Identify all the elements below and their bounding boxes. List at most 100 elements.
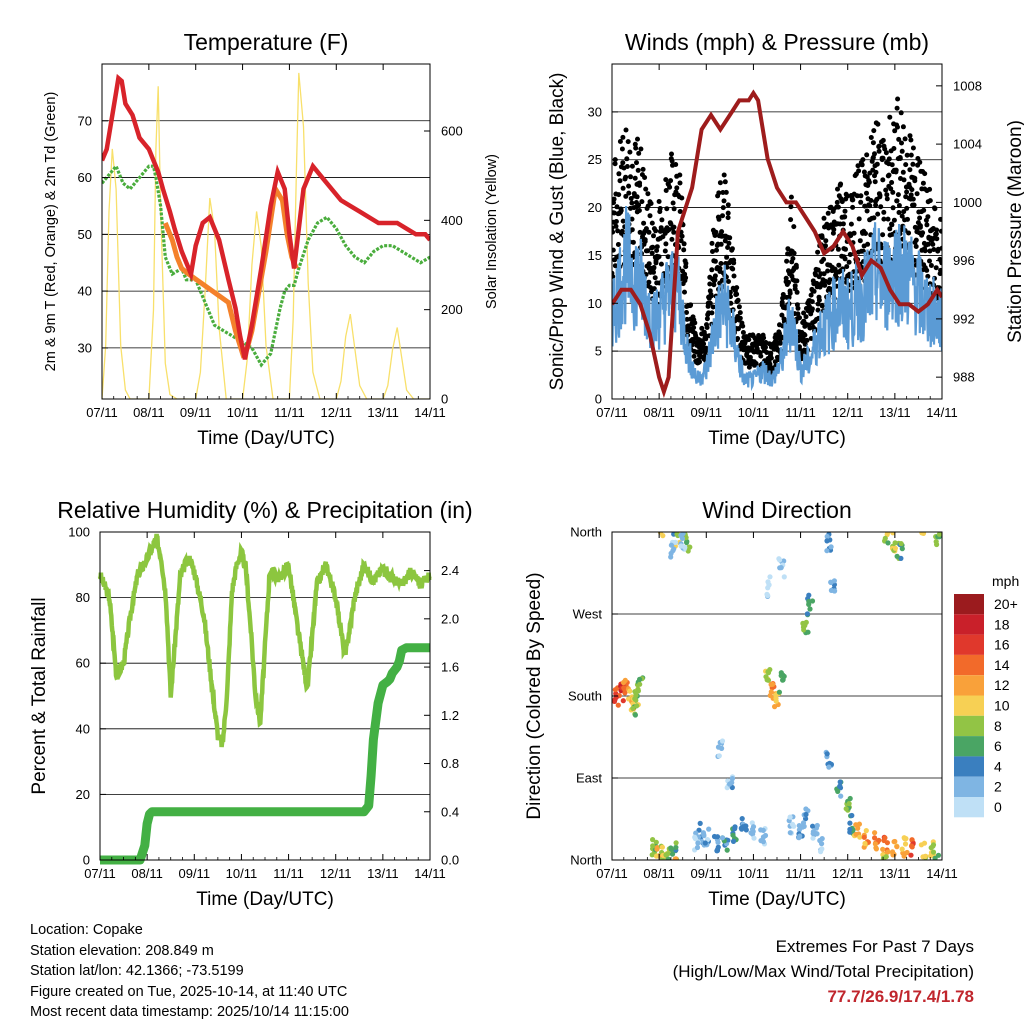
gust-point bbox=[618, 206, 624, 212]
gust-point bbox=[795, 311, 801, 317]
x-tick-label: 09/11 bbox=[690, 405, 722, 420]
y-right-tick-label: 1.2 bbox=[441, 708, 459, 723]
direction-point bbox=[894, 844, 900, 850]
gust-point bbox=[681, 241, 687, 247]
chart-title: Winds (mph) & Pressure (mb) bbox=[625, 29, 929, 55]
gust-point bbox=[876, 148, 882, 154]
direction-point bbox=[904, 849, 910, 856]
gust-point bbox=[658, 261, 664, 267]
direction-point bbox=[828, 544, 834, 550]
gust-point bbox=[791, 250, 797, 256]
gust-point bbox=[629, 200, 635, 206]
gust-point bbox=[649, 220, 655, 226]
gust-point bbox=[633, 145, 639, 151]
gust-point bbox=[801, 310, 807, 316]
x-tick-label: 14/11 bbox=[926, 866, 958, 881]
gust-point bbox=[673, 162, 679, 167]
gust-point bbox=[653, 228, 659, 234]
direction-point bbox=[719, 745, 725, 752]
gust-point bbox=[629, 163, 635, 169]
gust-point bbox=[616, 171, 622, 177]
gust-point bbox=[729, 246, 735, 252]
gust-point bbox=[662, 248, 668, 254]
gust-point bbox=[764, 350, 770, 355]
gust-point bbox=[899, 148, 905, 154]
chart-title: Wind Direction bbox=[702, 497, 852, 523]
x-tick-label: 08/11 bbox=[133, 405, 165, 420]
gust-point bbox=[863, 231, 868, 236]
gust-point bbox=[616, 192, 622, 198]
gust-point bbox=[636, 150, 642, 156]
gust-point bbox=[620, 218, 626, 224]
gust-point bbox=[876, 143, 882, 149]
gust-point bbox=[670, 200, 676, 206]
gust-point bbox=[887, 114, 893, 120]
legend-label: 10 bbox=[994, 698, 1010, 714]
gust-point bbox=[712, 277, 718, 283]
direction-point bbox=[872, 830, 878, 836]
gust-point bbox=[691, 325, 697, 331]
direction-point bbox=[660, 533, 666, 539]
direction-point bbox=[739, 816, 745, 822]
gust-point bbox=[840, 221, 846, 227]
x-tick-label: 08/11 bbox=[643, 405, 675, 420]
y-tick-label: 50 bbox=[78, 227, 92, 242]
y-right-tick-label: 996 bbox=[953, 253, 975, 268]
y-tick-label: 20 bbox=[588, 200, 602, 215]
legend-swatch bbox=[954, 797, 984, 818]
direction-point bbox=[806, 592, 812, 598]
gust-point bbox=[896, 210, 902, 215]
gust-point bbox=[763, 344, 768, 350]
gust-point bbox=[780, 292, 786, 297]
gust-point bbox=[930, 241, 936, 247]
gust-point bbox=[910, 145, 916, 151]
direction-point bbox=[750, 828, 756, 835]
x-tick-label: 07/11 bbox=[596, 405, 628, 420]
gust-point bbox=[851, 230, 857, 236]
gust-point bbox=[725, 202, 731, 208]
gust-point bbox=[890, 189, 896, 195]
gust-point bbox=[723, 189, 729, 195]
y-tick-label: 60 bbox=[76, 656, 90, 671]
gust-point bbox=[886, 156, 892, 162]
gust-point bbox=[838, 181, 844, 187]
gust-point bbox=[716, 190, 722, 196]
gust-point bbox=[902, 136, 908, 142]
gust-point bbox=[835, 204, 841, 210]
direction-point bbox=[767, 667, 773, 673]
legend-swatch bbox=[954, 715, 984, 737]
gust-point bbox=[811, 288, 817, 294]
gust-point bbox=[725, 215, 731, 221]
station-pressure-line bbox=[612, 89, 942, 399]
direction-point bbox=[613, 694, 620, 700]
gust-point bbox=[871, 215, 877, 221]
gust-point bbox=[740, 323, 746, 329]
direction-point bbox=[885, 540, 891, 546]
direction-point bbox=[920, 532, 927, 536]
gust-point bbox=[761, 335, 767, 341]
gust-point bbox=[645, 248, 651, 254]
gust-point bbox=[635, 136, 640, 142]
gust-point bbox=[856, 168, 862, 174]
direction-point bbox=[716, 753, 722, 759]
gust-point bbox=[819, 235, 825, 240]
gust-point bbox=[938, 216, 942, 222]
direction-point bbox=[767, 574, 773, 580]
x-tick-label: 13/11 bbox=[879, 405, 911, 420]
gust-point bbox=[925, 241, 931, 247]
direction-point bbox=[637, 676, 643, 683]
y-tick-label: 15 bbox=[588, 248, 602, 263]
gust-point bbox=[868, 135, 874, 140]
gust-point bbox=[914, 191, 920, 197]
legend-swatch bbox=[954, 695, 984, 716]
gust-point bbox=[730, 266, 736, 272]
y-axis-label: Sonic/Prop Wind & Gust (Blue, Black) bbox=[547, 73, 568, 391]
gust-point bbox=[651, 269, 656, 275]
humidity-precip-panel: 07/11 08/11 09/11 10/11 11/11 12/11 13/11 14/11… bbox=[29, 497, 473, 910]
gust-point bbox=[928, 263, 934, 268]
gust-point bbox=[843, 246, 848, 252]
y-axis-label: Direction (Colored By Speed) bbox=[524, 572, 545, 819]
gust-point bbox=[688, 302, 694, 308]
gust-point bbox=[884, 196, 890, 202]
y-tick-label: 5 bbox=[595, 344, 602, 359]
